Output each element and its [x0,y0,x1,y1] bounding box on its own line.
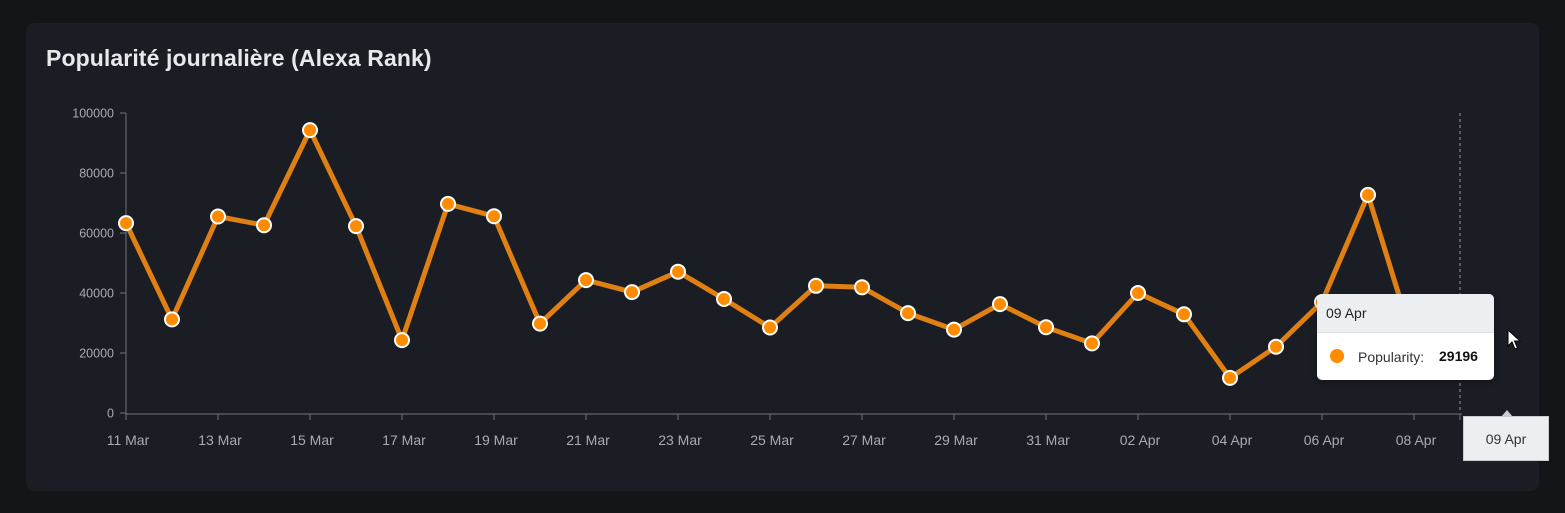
data-point[interactable] [440,195,456,212]
data-point[interactable] [302,122,318,139]
x-tick-label: 21 Mar [566,432,610,448]
x-tick-label: 15 Mar [290,432,334,448]
x-tick-label: 11 Mar [107,432,150,448]
x-axis-tooltip: 09 Apr [1463,410,1549,461]
x-tick-label: 04 Apr [1212,432,1253,448]
data-point[interactable] [670,263,686,280]
data-point[interactable] [992,296,1008,313]
data-point[interactable] [808,277,824,294]
data-point[interactable] [1360,186,1376,203]
chart-title: Popularité journalière (Alexa Rank) [46,45,432,71]
data-point[interactable] [486,208,502,225]
data-point[interactable] [1130,285,1146,301]
data-point[interactable] [394,332,410,349]
data-point[interactable] [1038,319,1054,336]
data-point[interactable] [624,284,640,301]
x-tick-label: 17 Mar [382,432,426,448]
data-point[interactable] [164,311,180,328]
data-point[interactable] [256,217,272,234]
data-point[interactable] [1222,369,1238,386]
y-axis-labels: 0 20000 40000 60000 80000 100000 [72,107,114,421]
data-point[interactable] [762,319,778,336]
data-point[interactable] [118,215,134,232]
data-tooltip: 09 Apr Popularity: 29196 [1317,294,1494,380]
x-tick-label: 25 Mar [750,432,794,448]
data-point[interactable] [900,305,916,322]
x-tick-label: 23 Mar [658,432,702,448]
x-tick-label: 02 Apr [1120,432,1161,448]
data-point[interactable] [716,291,732,307]
y-tick-label: 40000 [79,287,114,301]
y-tick-label: 80000 [79,167,114,181]
chart-card [26,23,1539,491]
series-markers[interactable] [118,122,1470,386]
tooltip-series-marker [1330,349,1344,363]
y-tick-label: 100000 [72,107,114,121]
series-line [123,127,1463,381]
x-axis-labels: 11 Mar 13 Mar 15 Mar 17 Mar 19 Mar 21 Mar 23 M… [107,432,1437,448]
data-point[interactable] [946,321,962,338]
x-tick-label: 31 Mar [1026,432,1070,448]
tooltip-value: 29196 [1439,348,1478,364]
x-tick-label: 08 Apr [1396,432,1437,448]
x-tick-label: 27 Mar [842,432,886,448]
mouse-cursor-icon [1507,329,1521,350]
data-point[interactable] [578,272,594,289]
x-tick-label: 29 Mar [934,432,978,448]
data-point[interactable] [1176,306,1192,323]
tooltip-header: 09 Apr [1317,294,1494,333]
data-point[interactable] [1084,335,1100,352]
data-point[interactable] [210,208,226,225]
data-point[interactable] [1268,338,1284,355]
data-point[interactable] [532,315,548,332]
x-tick-label: 13 Mar [198,432,242,448]
chart-axes [120,112,1462,420]
data-point[interactable] [348,218,364,235]
x-tick-label: 06 Apr [1304,432,1345,448]
data-point[interactable] [854,279,870,296]
tooltip-series-name: Popularity: [1358,349,1425,365]
series-popularity [123,127,1463,381]
y-tick-label: 60000 [79,227,114,241]
x-tick-label: 19 Mar [474,432,518,448]
y-tick-label: 20000 [79,347,114,361]
y-tick-label: 0 [107,407,114,421]
